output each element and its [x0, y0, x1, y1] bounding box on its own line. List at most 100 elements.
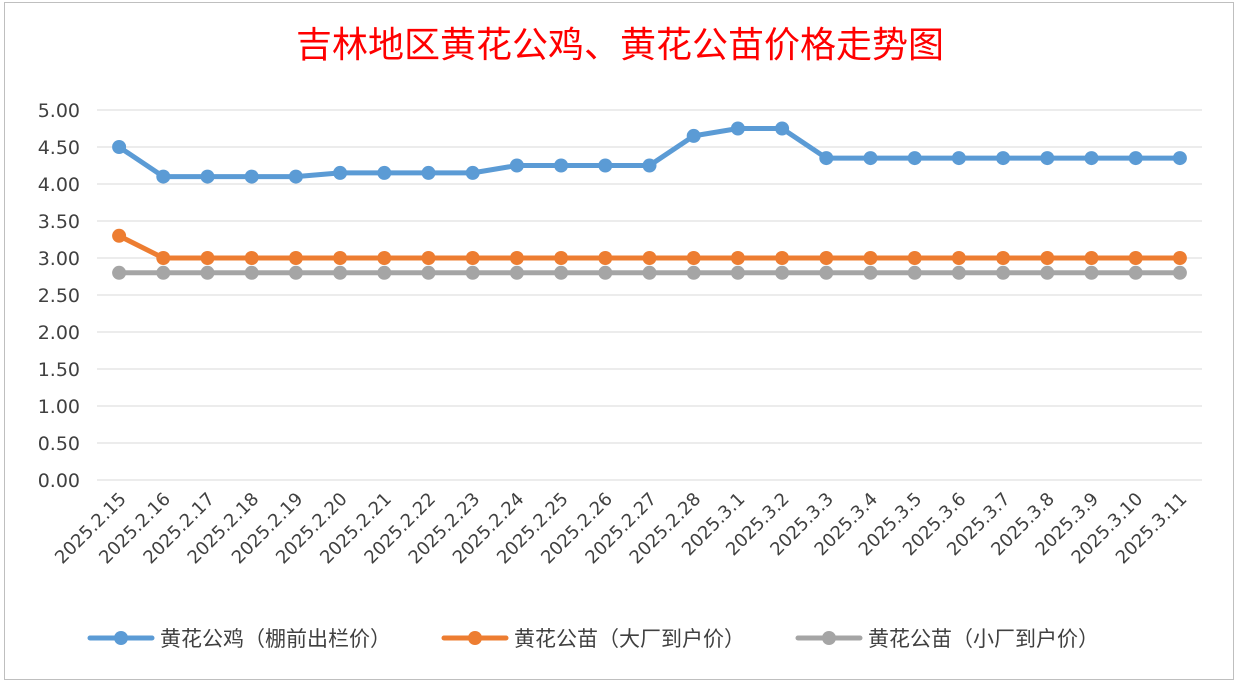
y-tick-label: 0.00 [38, 470, 80, 492]
data-point [642, 158, 657, 173]
data-point [819, 151, 834, 166]
legend-label: 黄花公苗（小厂到户价） [868, 627, 1099, 651]
y-tick-label: 2.50 [38, 285, 80, 307]
data-point [1084, 151, 1099, 166]
data-point [200, 265, 215, 280]
data-point [156, 251, 171, 265]
data-point [554, 251, 569, 265]
data-point [996, 251, 1011, 265]
data-point [421, 251, 436, 265]
chart-frame [4, 2, 1234, 680]
y-tick-label: 1.00 [38, 396, 80, 418]
data-point [1084, 265, 1099, 280]
data-point [1040, 251, 1055, 265]
y-axis: 0.00 0.50 1.00 1.50 2.00 2.50 3.00 3.50 4.00 4.50… [38, 100, 80, 492]
data-point [1128, 151, 1143, 166]
data-point [1040, 265, 1055, 280]
data-point [112, 140, 127, 154]
data-point [686, 128, 701, 143]
data-point [465, 165, 480, 180]
data-point [244, 265, 259, 280]
data-point [288, 265, 303, 280]
data-point [951, 265, 966, 280]
data-point [907, 151, 922, 166]
data-point [819, 265, 834, 280]
data-point [598, 265, 613, 280]
legend-marker [822, 631, 836, 645]
data-point [333, 251, 348, 265]
data-point [996, 265, 1011, 280]
data-point [951, 151, 966, 166]
data-point [863, 265, 878, 280]
data-point [819, 251, 834, 265]
data-point [200, 169, 215, 184]
legend-item-1: 黄花公苗（大厂到户价） [441, 627, 745, 651]
data-point [156, 265, 171, 280]
data-point [200, 251, 215, 265]
data-point [1084, 251, 1099, 265]
data-point [377, 165, 392, 180]
x-axis: 2025.2.152025.2.162025.2.172025.2.182025… [51, 489, 1191, 569]
legend-label: 黄花公鸡（棚前出栏价） [160, 627, 391, 651]
data-point [996, 151, 1011, 166]
data-point [775, 251, 790, 265]
y-tick-label: 1.50 [38, 359, 80, 381]
data-point [1128, 251, 1143, 265]
y-tick-label: 3.50 [38, 211, 80, 233]
y-tick-label: 4.50 [38, 137, 80, 159]
data-point [686, 251, 701, 265]
data-point [907, 265, 922, 280]
chart-title: 吉林地区黄花公鸡、黄花公苗价格走势图 [296, 25, 944, 66]
data-point [244, 169, 259, 184]
data-point [377, 251, 392, 265]
legend-marker [468, 631, 482, 645]
data-point [1172, 251, 1187, 265]
data-point [509, 158, 524, 173]
data-point [244, 251, 259, 265]
legend-marker [114, 631, 128, 645]
y-tick-label: 3.00 [38, 248, 80, 270]
data-point [730, 121, 745, 136]
data-point [112, 265, 127, 280]
data-point [465, 251, 480, 265]
data-point [863, 151, 878, 166]
data-point [421, 265, 436, 280]
data-point [775, 265, 790, 280]
data-point [288, 251, 303, 265]
data-point [1040, 151, 1055, 166]
legend-item-2: 黄花公苗（小厂到户价） [795, 627, 1099, 651]
series-1 [112, 228, 1187, 265]
data-point [1172, 151, 1187, 166]
data-point [863, 251, 878, 265]
data-point [1172, 265, 1187, 280]
data-point [112, 228, 127, 243]
series-group [112, 121, 1187, 280]
data-point [730, 251, 745, 265]
data-point [730, 265, 745, 280]
data-point [421, 165, 436, 180]
data-point [333, 265, 348, 280]
data-point [156, 169, 171, 184]
data-point [554, 265, 569, 280]
data-point [642, 251, 657, 265]
data-point [554, 158, 569, 173]
data-point [377, 265, 392, 280]
y-tick-label: 5.00 [38, 100, 80, 122]
y-tick-label: 4.00 [38, 174, 80, 196]
data-point [642, 265, 657, 280]
data-point [465, 265, 480, 280]
legend-item-0: 黄花公鸡（棚前出栏价） [87, 627, 391, 651]
data-point [509, 265, 524, 280]
data-point [951, 251, 966, 265]
data-point [907, 251, 922, 265]
data-point [288, 169, 303, 184]
series-2 [112, 265, 1187, 280]
legend: 黄花公鸡（棚前出栏价） 黄花公苗（大厂到户价） 黄花公苗（小厂到户价） [87, 627, 1099, 651]
data-point [509, 251, 524, 265]
y-tick-label: 2.00 [38, 322, 80, 344]
legend-label: 黄花公苗（大厂到户价） [514, 627, 745, 651]
data-point [775, 121, 790, 136]
y-tick-label: 0.50 [38, 433, 80, 455]
data-point [1128, 265, 1143, 280]
